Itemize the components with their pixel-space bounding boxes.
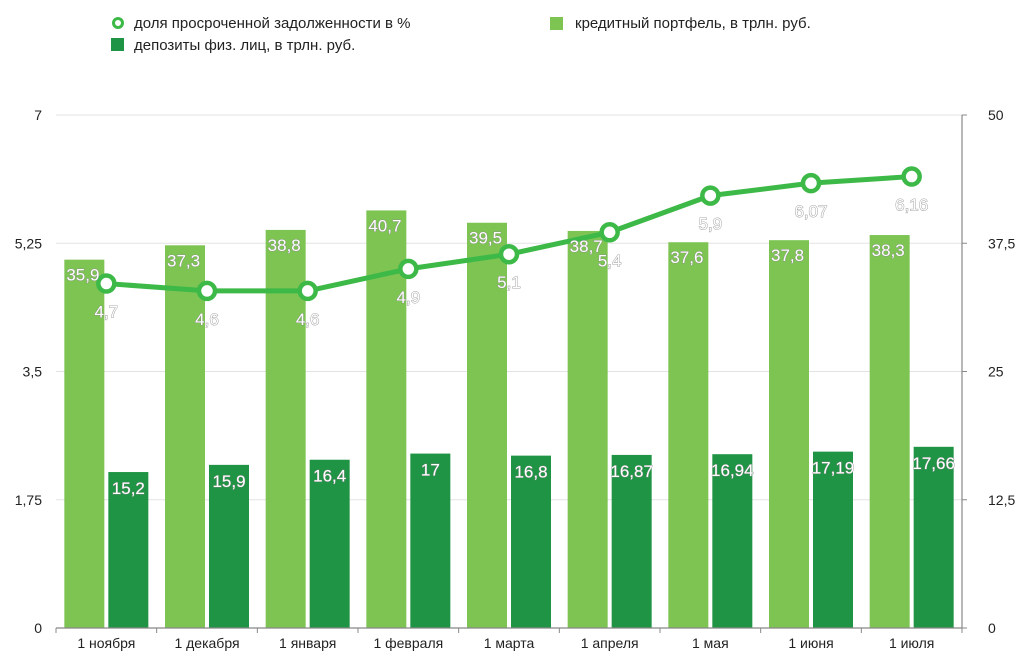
deposit-value-label: 16,8 [514,463,547,482]
overdue-value-label: 4,9 [397,288,421,307]
credit-value-label: 37,6 [670,248,703,267]
overdue-value-label: 4,7 [95,303,119,322]
credit-bar [769,240,809,628]
deposit-value-label: 17,19 [812,459,855,478]
overdue-value-label: 4,6 [296,310,320,329]
deposit-value-label: 15,2 [112,479,145,498]
overdue-value-label: 6,07 [794,202,827,221]
credit-value-label: 37,3 [167,251,200,270]
x-tick-label: 1 января [279,635,336,651]
x-tick-label: 1 июня [788,635,833,651]
overdue-point [599,222,620,243]
deposit-bar [913,446,954,628]
legend-bar2-label: депозиты физ. лиц, в трлн. руб. [134,37,355,54]
credit-value-label: 38,8 [268,236,301,255]
deposit-bar [209,464,249,628]
deposit-value-label: 16,94 [711,461,754,480]
credit-bar [668,242,709,628]
y-right-tick-label: 25 [988,364,1004,380]
x-tick-label: 1 ноября [77,635,135,651]
y-left-tick-label: 3,5 [23,364,43,380]
x-tick-label: 1 февраля [373,635,443,651]
legend-bar1-swatch [550,17,563,30]
legend-bar2-swatch [111,38,124,51]
x-tick-label: 1 марта [484,635,535,651]
y-left-tick-label: 0 [34,620,42,636]
credit-value-label: 38,7 [570,237,603,256]
x-tick-label: 1 июля [889,635,934,651]
legend: доля просроченной задолженности в % кред… [111,15,811,54]
y-left-tick-label: 1,75 [15,492,42,508]
overdue-point [196,280,218,302]
value-labels: 35,9 15,2 37,3 15,9 38,8 16,4 40,7 17 39,5 16,8 38… [66,195,955,498]
credit-value-label: 35,9 [66,266,99,285]
deposit-value-label: 17,66 [912,454,955,473]
overdue-value-label: 5,1 [497,273,521,292]
legend-bar1-label: кредитный портфель, в трлн. руб. [575,15,811,32]
y-left-tick-label: 7 [34,107,42,123]
overdue-line [96,166,922,302]
overdue-point [901,166,922,187]
x-tick-label: 1 мая [692,635,729,651]
legend-line-marker [112,17,124,29]
legend-line-label: доля просроченной задолженности в % [134,15,411,32]
deposit-bar [309,459,350,628]
y-right-tick-label: 12,5 [988,492,1015,508]
deposit-bar [410,453,451,628]
credit-value-label: 40,7 [368,216,401,235]
deposit-value-label: 16,4 [313,467,346,486]
overdue-point [498,243,520,265]
deposit-bar [108,472,149,628]
overdue-point [96,273,117,294]
y-left-tick-label: 5,25 [15,235,42,251]
deposit-bar [813,451,853,628]
overdue-point [800,172,822,194]
deposit-value-label: 17 [421,461,440,480]
credit-value-label: 38,3 [872,241,905,260]
deposit-value-label: 16,87 [610,462,653,481]
overdue-value-label: 6,16 [895,196,928,215]
overdue-point [297,280,318,302]
x-tick-label: 1 декабря [174,635,239,651]
credit-value-label: 39,5 [469,229,502,248]
overdue-value-label: 5,4 [598,251,622,270]
credit-bar [467,222,507,629]
overdue-value-label: 4,6 [195,310,219,329]
x-tick-label: 1 апреля [581,635,639,651]
deposit-bar [511,455,551,628]
credit-bar [165,245,205,628]
overdue-value-label: 5,9 [699,215,723,234]
axes: 0 1,75 3,5 5,25 7 0 12,5 25 37,5 50 1 ноября 1 дека… [15,107,1016,651]
credit-bar [64,259,105,628]
deposit-value-label: 15,9 [212,472,245,491]
gridlines [56,114,962,501]
overdue-point [398,258,419,280]
y-right-tick-label: 37,5 [988,235,1015,251]
credit-value-label: 37,8 [771,246,804,265]
credit-bar [869,235,910,629]
y-right-tick-label: 50 [988,107,1004,123]
deposit-bar [712,454,753,628]
y-right-tick-label: 0 [988,620,996,636]
credit-bar [567,230,608,629]
bars [64,210,954,629]
deposit-bar [611,454,652,628]
overdue-point [700,185,721,206]
credit-bar [366,210,407,628]
